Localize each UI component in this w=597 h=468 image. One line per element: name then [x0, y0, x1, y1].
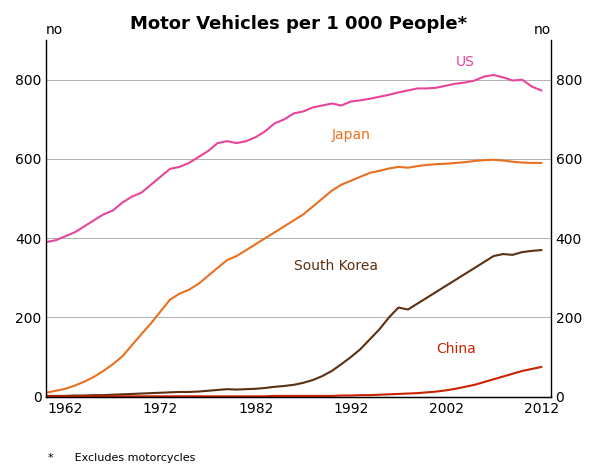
Text: no: no — [46, 22, 63, 37]
Text: South Korea: South Korea — [294, 259, 378, 273]
Text: US: US — [456, 55, 475, 69]
Text: China: China — [436, 342, 476, 356]
Text: Japan: Japan — [332, 128, 371, 142]
Text: *      Excludes motorcycles: * Excludes motorcycles — [48, 453, 195, 463]
Title: Motor Vehicles per 1 000 People*: Motor Vehicles per 1 000 People* — [130, 15, 467, 33]
Text: no: no — [534, 22, 551, 37]
